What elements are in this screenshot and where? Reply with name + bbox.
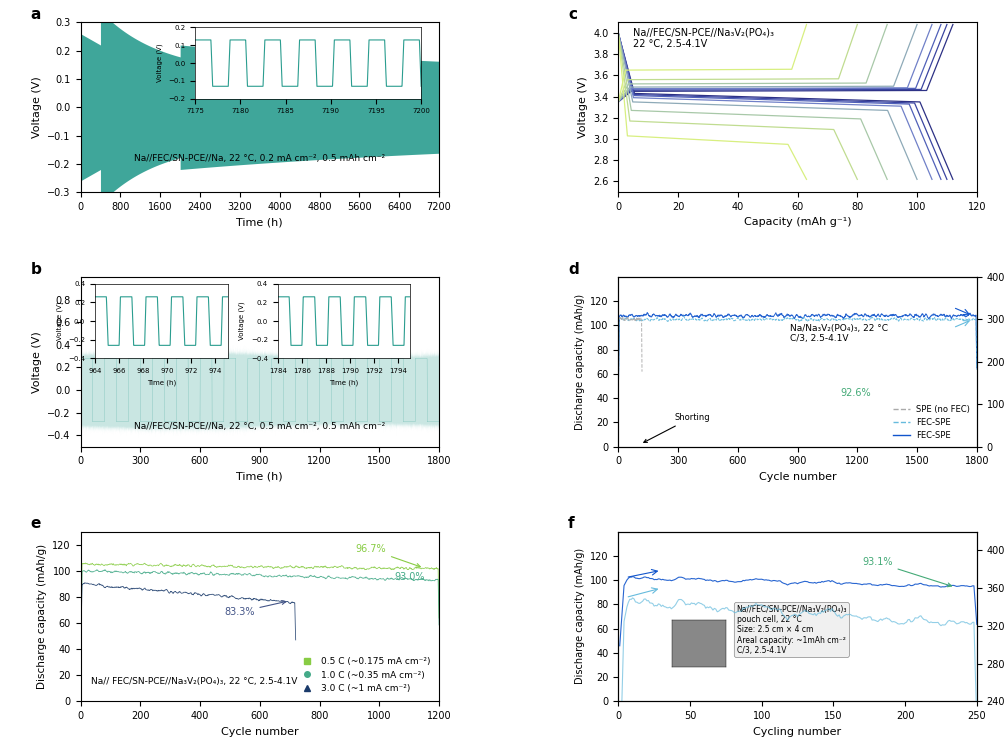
Y-axis label: Voltage (V): Voltage (V) [32, 331, 41, 392]
Text: 93.0%: 93.0% [395, 572, 425, 582]
X-axis label: Time (h): Time (h) [237, 472, 283, 482]
Y-axis label: Discharge capacity (mAh/g): Discharge capacity (mAh/g) [575, 294, 584, 430]
X-axis label: Capacity (mAh g⁻¹): Capacity (mAh g⁻¹) [744, 217, 851, 228]
Y-axis label: Voltage (V): Voltage (V) [578, 76, 588, 138]
Text: Na// FEC/SN-PCE//Na₃V₂(PO₄)₃, 22 °C, 2.5-4.1V: Na// FEC/SN-PCE//Na₃V₂(PO₄)₃, 22 °C, 2.5… [92, 677, 298, 686]
Text: a: a [30, 7, 40, 22]
Text: b: b [30, 262, 41, 277]
Legend: 0.5 C (~0.175 mA cm⁻²), 1.0 C (~0.35 mA cm⁻²), 3.0 C (~1 mA cm⁻²): 0.5 C (~0.175 mA cm⁻²), 1.0 C (~0.35 mA … [297, 653, 435, 697]
Y-axis label: Discharge capacity (mAh/g): Discharge capacity (mAh/g) [37, 544, 46, 689]
Text: Na//FEC/SN-PCE//Na₃V₂(PO₄)₃
pouch cell, 22 °C
Size: 2.5 cm × 4 cm
Areal capacity: Na//FEC/SN-PCE//Na₃V₂(PO₄)₃ pouch cell, … [736, 605, 847, 655]
X-axis label: Cycle number: Cycle number [221, 727, 299, 736]
X-axis label: Cycling number: Cycling number [753, 727, 842, 736]
Text: e: e [30, 516, 40, 531]
Text: 93.1%: 93.1% [862, 557, 952, 587]
Text: Na//FEC/SN-PCE//Na, 22 °C, 0.2 mA cm⁻², 0.5 mAh cm⁻²: Na//FEC/SN-PCE//Na, 22 °C, 0.2 mA cm⁻², … [134, 154, 386, 163]
Text: Na/Na₃V₂(PO₄)₃, 22 °C
C/3, 2.5-4.1V: Na/Na₃V₂(PO₄)₃, 22 °C C/3, 2.5-4.1V [790, 324, 888, 343]
Text: Shorting: Shorting [643, 413, 710, 442]
Text: 92.6%: 92.6% [841, 388, 871, 398]
Y-axis label: Discharge capacity (mAh/g): Discharge capacity (mAh/g) [575, 548, 584, 684]
Text: 83.3%: 83.3% [224, 601, 286, 617]
Text: f: f [568, 516, 575, 531]
X-axis label: Time (h): Time (h) [237, 217, 283, 228]
Text: c: c [568, 7, 577, 22]
Text: d: d [568, 262, 579, 277]
Text: 96.7%: 96.7% [355, 545, 420, 567]
Legend: SPE (no FEC), FEC-SPE, FEC-SPE: SPE (no FEC), FEC-SPE, FEC-SPE [890, 402, 973, 442]
Y-axis label: Voltage (V): Voltage (V) [32, 76, 41, 138]
Text: Na//FEC/SN-PCE//Na, 22 °C, 0.5 mA cm⁻², 0.5 mAh cm⁻²: Na//FEC/SN-PCE//Na, 22 °C, 0.5 mA cm⁻², … [134, 421, 386, 430]
Text: Na//FEC/SN-PCE//Na₃V₂(PO₄)₃
22 °C, 2.5-4.1V: Na//FEC/SN-PCE//Na₃V₂(PO₄)₃ 22 °C, 2.5-4… [632, 28, 773, 49]
X-axis label: Cycle number: Cycle number [758, 472, 837, 482]
